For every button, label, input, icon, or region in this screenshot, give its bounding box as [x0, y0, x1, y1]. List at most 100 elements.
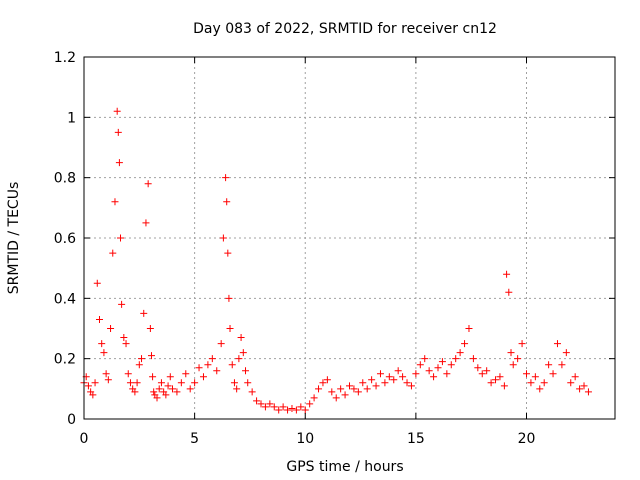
- data-point: [545, 361, 553, 369]
- data-point: [225, 294, 233, 302]
- axis-ticks: [83, 56, 615, 420]
- data-point: [135, 361, 143, 369]
- data-point: [376, 370, 384, 378]
- data-point: [138, 355, 146, 363]
- axis-tick-labels: 0 0.2 0.4 0.6 0.8 1 1.2 0 5 10 15 20: [54, 50, 536, 447]
- data-point: [162, 391, 170, 399]
- data-point: [104, 376, 112, 384]
- data-point: [394, 367, 402, 375]
- data-point: [487, 379, 495, 387]
- data-point: [266, 400, 274, 408]
- data-point: [306, 400, 314, 408]
- data-point: [416, 361, 424, 369]
- data-point: [93, 279, 101, 287]
- data-point: [142, 219, 150, 227]
- data-point: [461, 340, 469, 348]
- data-point: [279, 403, 287, 411]
- data-point: [503, 270, 511, 278]
- data-point: [315, 385, 323, 393]
- data-point: [219, 234, 227, 242]
- data-point: [576, 385, 584, 393]
- data-point: [390, 376, 398, 384]
- data-point: [359, 379, 367, 387]
- data-point: [233, 385, 241, 393]
- data-point: [239, 349, 247, 357]
- data-point: [527, 379, 535, 387]
- data-point: [558, 361, 566, 369]
- data-point: [182, 370, 190, 378]
- data-point: [164, 382, 172, 390]
- data-point: [553, 340, 561, 348]
- data-point: [147, 352, 155, 360]
- data-point: [150, 388, 158, 396]
- data-point: [253, 397, 261, 405]
- data-point: [399, 373, 407, 381]
- data-point: [443, 370, 451, 378]
- data-point: [126, 379, 134, 387]
- data-point: [301, 406, 309, 414]
- data-point: [114, 128, 122, 136]
- data-point: [500, 382, 508, 390]
- data-point: [469, 355, 477, 363]
- data-point: [226, 325, 234, 332]
- data-point: [368, 376, 376, 384]
- data-point: [91, 379, 99, 387]
- data-point: [107, 325, 115, 332]
- data-point: [337, 385, 345, 393]
- data-point: [421, 355, 429, 363]
- data-point: [381, 379, 389, 387]
- data-point: [407, 382, 415, 390]
- data-point: [122, 340, 130, 348]
- x-tick-label: 15: [407, 431, 425, 447]
- data-point: [131, 388, 139, 396]
- data-point: [213, 367, 221, 375]
- data-point: [115, 159, 123, 167]
- data-point: [284, 406, 292, 414]
- data-point: [323, 376, 331, 384]
- data-point: [447, 361, 455, 369]
- data-point: [478, 370, 486, 378]
- grid: [84, 57, 615, 419]
- data-point: [113, 107, 121, 115]
- data-point: [332, 394, 340, 402]
- data-point: [341, 391, 349, 399]
- x-tick-label: 20: [518, 431, 536, 447]
- data-point: [562, 349, 570, 357]
- y-tick-label: 0: [67, 412, 76, 428]
- data-point: [319, 379, 327, 387]
- x-axis-label: GPS time / hours: [286, 459, 403, 475]
- data-point: [186, 385, 194, 393]
- data-point: [505, 288, 513, 296]
- data-point: [248, 388, 256, 396]
- chart-title: Day 083 of 2022, SRMTID for receiver cn1…: [193, 21, 497, 37]
- data-point: [288, 404, 296, 412]
- data-point: [120, 334, 128, 342]
- data-point: [474, 364, 482, 372]
- data-point: [536, 385, 544, 393]
- data-point: [111, 198, 119, 206]
- data-point: [496, 373, 504, 381]
- data-point: [208, 355, 216, 363]
- data-point: [270, 403, 278, 411]
- data-point: [275, 406, 283, 414]
- data-point: [244, 379, 252, 387]
- data-point: [531, 373, 539, 381]
- data-point: [434, 364, 442, 372]
- data-point: [133, 379, 141, 387]
- data-point: [412, 370, 420, 378]
- data-point: [363, 385, 371, 393]
- data-point: [109, 249, 117, 257]
- data-point: [149, 373, 157, 381]
- data-point: [153, 394, 161, 402]
- data-point: [242, 367, 250, 375]
- data-point: [523, 370, 530, 378]
- x-tick-label: 5: [190, 431, 199, 447]
- data-point: [346, 382, 353, 390]
- data-point: [261, 403, 269, 411]
- data-point: [403, 379, 411, 387]
- data-point: [95, 315, 103, 323]
- data-point: [372, 382, 380, 390]
- data-point: [350, 385, 358, 393]
